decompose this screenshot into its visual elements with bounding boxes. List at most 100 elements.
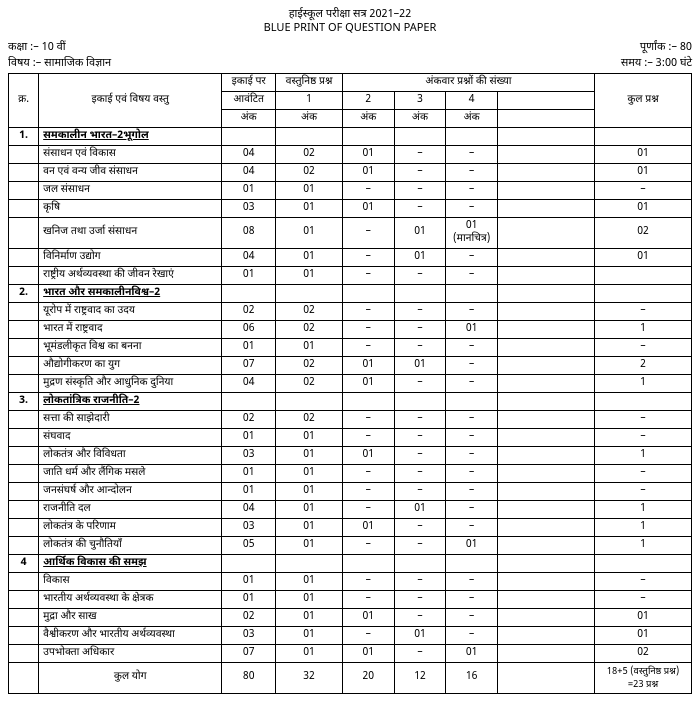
- mark4-cell: 01: [446, 536, 498, 554]
- marks-cell: 05: [222, 536, 276, 554]
- topic-cell: जल संसाधन: [39, 181, 222, 199]
- total-cell: 02: [595, 217, 692, 248]
- th-c1-b: अंक: [342, 109, 394, 127]
- obj-cell: 01: [276, 500, 343, 518]
- marks-cell: 01: [222, 266, 276, 284]
- mark4-cell: –: [446, 500, 498, 518]
- title-hindi: हाईस्कूल परीक्षा सत्र 2021–22: [8, 8, 692, 22]
- mark4-cell: –: [446, 266, 498, 284]
- obj-cell: 01: [276, 518, 343, 536]
- section-sn: 4: [9, 554, 39, 572]
- mark2-cell: –: [342, 428, 394, 446]
- mark3-cell: –: [394, 536, 446, 554]
- mark3-cell: –: [394, 590, 446, 608]
- mark2-cell: –: [342, 302, 394, 320]
- th-obj-2: 1: [276, 91, 343, 109]
- subject-label: विषय :– सामाजिक विज्ञान: [8, 57, 111, 71]
- section-sn: 3.: [9, 392, 39, 410]
- table-row: राष्ट्रीय अर्थव्यवस्था की जीवन रेखाएं010…: [9, 266, 692, 284]
- mark2-cell: –: [342, 626, 394, 644]
- topic-cell: विकास: [39, 572, 222, 590]
- mark2-cell: –: [342, 248, 394, 266]
- mark2-cell: 01: [342, 446, 394, 464]
- mark3-cell: –: [394, 145, 446, 163]
- marks-cell: 04: [222, 163, 276, 181]
- obj-cell: 01: [276, 446, 343, 464]
- mark3-cell: –: [394, 181, 446, 199]
- mark4-cell: –: [446, 302, 498, 320]
- section-sn: 1.: [9, 127, 39, 145]
- marks-cell: 08: [222, 217, 276, 248]
- table-row: लोकतंत्र के परिणाम030101––1: [9, 518, 692, 536]
- obj-cell: 02: [276, 163, 343, 181]
- mark3-cell: –: [394, 266, 446, 284]
- marks-cell: 01: [222, 464, 276, 482]
- total-cell: 01: [595, 248, 692, 266]
- mark4-cell: 01 (मानचित्र): [446, 217, 498, 248]
- topic-cell: सत्ता की साझेदारी: [39, 410, 222, 428]
- mark2-cell: –: [342, 338, 394, 356]
- table-head: क्र. इकाई एवं विषय वस्तु इकाई पर वस्तुनि…: [9, 73, 692, 127]
- mark3-cell: –: [394, 608, 446, 626]
- topic-cell: मुद्रा और साख: [39, 608, 222, 626]
- topic-cell: लोकतंत्र के परिणाम: [39, 518, 222, 536]
- topic-cell: लोकतंत्र और विविधता: [39, 446, 222, 464]
- mark4-cell: –: [446, 145, 498, 163]
- mark3-cell: 01: [394, 248, 446, 266]
- total-cell: 02: [595, 644, 692, 662]
- mark3-cell: –: [394, 644, 446, 662]
- table-row: विनिर्माण उद्योग0401–01–01: [9, 248, 692, 266]
- obj-cell: 01: [276, 199, 343, 217]
- marks-cell: 07: [222, 356, 276, 374]
- total-cell: [595, 266, 692, 284]
- mark3-cell: –: [394, 338, 446, 356]
- mark3-cell: –: [394, 374, 446, 392]
- table-row: भूमंडलीकृत विश्व का बनना0101––––: [9, 338, 692, 356]
- marks-cell: 06: [222, 320, 276, 338]
- marks-cell: 03: [222, 626, 276, 644]
- header: हाईस्कूल परीक्षा सत्र 2021–22 BLUE PRINT…: [8, 8, 692, 37]
- total-cell: 01: [595, 608, 692, 626]
- mark2-cell: –: [342, 464, 394, 482]
- mark2-cell: –: [342, 181, 394, 199]
- th-sn: क्र.: [9, 73, 39, 127]
- table-row: जल संसाधन0101––––: [9, 181, 692, 199]
- obj-cell: 01: [276, 626, 343, 644]
- total-cell: 1: [595, 374, 692, 392]
- mark4-cell: –: [446, 248, 498, 266]
- table-row: लोकतंत्र की चुनौतियाँ0501––011: [9, 536, 692, 554]
- table-row: कृषि030101––01: [9, 199, 692, 217]
- mark4-cell: –: [446, 464, 498, 482]
- obj-cell: 02: [276, 302, 343, 320]
- table-row: खनिज तथा उर्जा संसाधन0801–0101 (मानचित्र…: [9, 217, 692, 248]
- topic-cell: लोकतंत्र की चुनौतियाँ: [39, 536, 222, 554]
- mark3-cell: –: [394, 428, 446, 446]
- maxmarks-label: पूर्णांक :– 80: [640, 41, 692, 55]
- meta-row-1: कक्षा :– 10 वीं पूर्णांक :– 80: [8, 41, 692, 55]
- obj-cell: 01: [276, 428, 343, 446]
- mark3-cell: –: [394, 482, 446, 500]
- table-row: सत्ता की साझेदारी0202––––: [9, 410, 692, 428]
- total-cell: 01: [595, 626, 692, 644]
- mark2-cell: –: [342, 536, 394, 554]
- th-c4-b: [498, 109, 595, 127]
- obj-cell: 01: [276, 590, 343, 608]
- mark2-cell: –: [342, 500, 394, 518]
- mark2-cell: 01: [342, 163, 394, 181]
- mark4-cell: –: [446, 199, 498, 217]
- topic-cell: संसाधन एवं विकास: [39, 145, 222, 163]
- obj-cell: 01: [276, 338, 343, 356]
- total-cell: –: [595, 464, 692, 482]
- th-c2-t: 3: [394, 91, 446, 109]
- footer-m: 80: [222, 662, 276, 693]
- th-obj-1: वस्तुनिष्ठ प्रश्न: [276, 73, 343, 91]
- total-cell: –: [595, 572, 692, 590]
- th-c3-t: 4: [446, 91, 498, 109]
- obj-cell: 02: [276, 374, 343, 392]
- mark2-cell: 01: [342, 518, 394, 536]
- mark3-cell: –: [394, 446, 446, 464]
- topic-cell: राजनीति दल: [39, 500, 222, 518]
- th-c4-t: [498, 91, 595, 109]
- topic-cell: जनसंघर्ष और आन्दोलन: [39, 482, 222, 500]
- total-cell: –: [595, 410, 692, 428]
